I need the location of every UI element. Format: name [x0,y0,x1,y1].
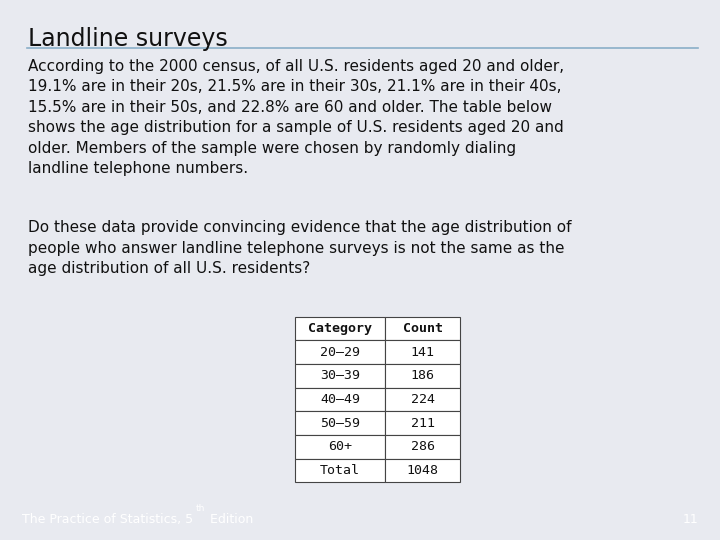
Text: 1048: 1048 [407,464,438,477]
Bar [295,411,385,435]
Text: th: th [196,504,205,514]
Bar [295,435,385,458]
Bar [295,341,385,364]
Bar [385,458,460,482]
Text: Category: Category [308,322,372,335]
Text: Total: Total [320,464,360,477]
Bar [295,364,385,388]
Text: 286: 286 [410,440,434,454]
Bar [295,458,385,482]
Text: 186: 186 [410,369,434,382]
Text: 20–29: 20–29 [320,346,360,359]
Text: 11: 11 [683,513,698,526]
Text: 50–59: 50–59 [320,417,360,430]
Text: 40–49: 40–49 [320,393,360,406]
Text: Edition: Edition [206,513,253,526]
Bar [385,341,460,364]
Text: 30–39: 30–39 [320,369,360,382]
Text: According to the 2000 census, of all U.S. residents aged 20 and older,
19.1% are: According to the 2000 census, of all U.S… [28,59,564,176]
Text: 60+: 60+ [328,440,352,454]
Text: 141: 141 [410,346,434,359]
Bar [295,317,385,341]
Bar [385,411,460,435]
Text: 211: 211 [410,417,434,430]
Bar [295,388,385,411]
Bar [385,364,460,388]
Text: 224: 224 [410,393,434,406]
Text: Do these data provide convincing evidence that the age distribution of
people wh: Do these data provide convincing evidenc… [28,220,572,276]
Bar [385,388,460,411]
Bar [385,435,460,458]
Text: Landline surveys: Landline surveys [28,27,228,51]
Bar [385,317,460,341]
Text: Count: Count [402,322,443,335]
Text: The Practice of Statistics, 5: The Practice of Statistics, 5 [22,513,193,526]
